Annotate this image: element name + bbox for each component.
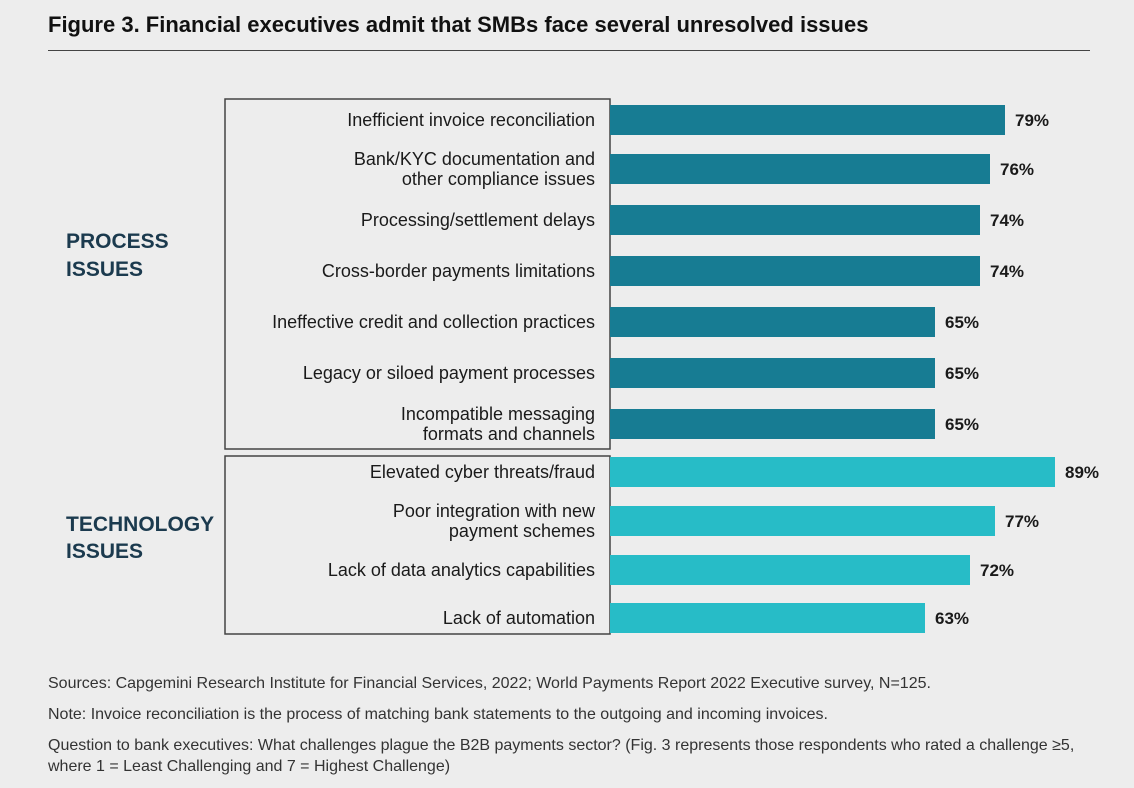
bar xyxy=(610,205,980,235)
definition-note: Note: Invoice reconciliation is the proc… xyxy=(48,706,828,723)
category-label: Lack of automation xyxy=(443,608,595,628)
data-label: 77% xyxy=(1005,512,1039,531)
title-divider xyxy=(48,50,1090,51)
category-label: Inefficient invoice reconciliation xyxy=(347,110,595,130)
category-label: Poor integration with new payment schemes xyxy=(393,501,596,541)
process-issues-label: PROCESS ISSUES xyxy=(66,230,169,281)
data-label: 74% xyxy=(990,211,1024,230)
category-label: Lack of data analytics capabilities xyxy=(328,560,595,580)
category-label: Incompatible messaging formats and channe… xyxy=(401,404,595,444)
data-label: 76% xyxy=(1000,160,1034,179)
technology-issues-box xyxy=(224,455,611,635)
bar xyxy=(610,105,1005,135)
data-label: 63% xyxy=(935,609,969,628)
bar xyxy=(610,555,970,585)
sources-note: Sources: Capgemini Research Institute fo… xyxy=(48,675,931,692)
bar xyxy=(610,307,935,337)
bar xyxy=(610,603,925,633)
bar xyxy=(610,256,980,286)
category-label: Processing/settlement delays xyxy=(361,210,595,230)
bar xyxy=(610,457,1055,487)
bar xyxy=(610,409,935,439)
data-label: 79% xyxy=(1015,111,1049,130)
category-label: Cross-border payments limitations xyxy=(322,261,595,281)
bar xyxy=(610,506,995,536)
data-label: 65% xyxy=(945,415,979,434)
category-label: Elevated cyber threats/fraud xyxy=(370,462,595,482)
bar xyxy=(610,154,990,184)
category-label: Ineffective credit and collection practi… xyxy=(272,312,595,332)
category-label: Bank/KYC documentation and other complian… xyxy=(354,149,595,189)
data-label: 74% xyxy=(990,262,1024,281)
data-label: 65% xyxy=(945,313,979,332)
survey-question-note: Question to bank executives: What challe… xyxy=(48,737,1075,775)
bar-chart: PROCESS ISSUES Inefficient invoice reconci… xyxy=(66,98,1099,635)
data-label: 65% xyxy=(945,364,979,383)
technology-issues-label: TECHNOLOGY ISSUES xyxy=(66,513,214,563)
chart-title: Figure 3. Financial executives admit tha… xyxy=(48,12,869,37)
data-label: 72% xyxy=(980,561,1014,580)
category-label: Legacy or siloed payment processes xyxy=(303,363,595,383)
bar xyxy=(610,358,935,388)
data-label: 89% xyxy=(1065,463,1099,482)
